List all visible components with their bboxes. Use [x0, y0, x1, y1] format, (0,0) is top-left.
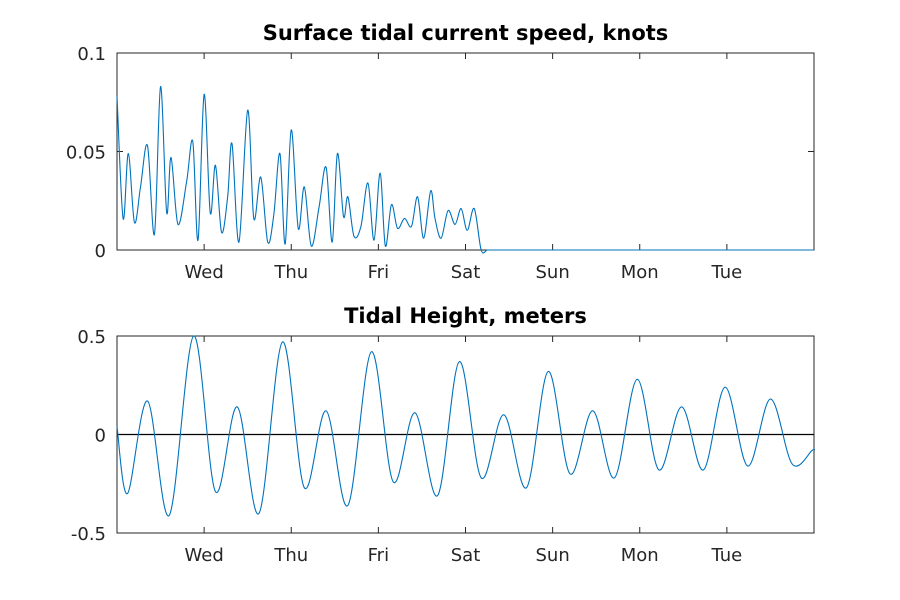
current-speed-panel: Surface tidal current speed, knots 0 0.05… [66, 21, 815, 283]
current-speed-y-tick-label: 0.05 [66, 143, 106, 164]
current-speed-title: Surface tidal current speed, knots [263, 21, 669, 45]
tidal-height-y-ticks: -0.5 0 0.5 [71, 327, 814, 545]
current-speed-y-ticks: 0 0.05 0.1 [66, 44, 814, 262]
tidal-height-x-tick-label: Thu [273, 545, 308, 566]
tidal-height-y-tick-label: 0.5 [77, 327, 106, 348]
current-speed-x-ticks: Wed Thu Fri Sat Sun Mon Tue [185, 53, 743, 283]
current-speed-x-tick-label: Mon [621, 262, 659, 283]
tidal-height-x-tick-label: Tue [711, 545, 743, 566]
tidal-height-x-tick-label: Fri [368, 545, 389, 566]
tidal-height-x-tick-label: Sat [451, 545, 481, 566]
tidal-height-x-tick-label: Mon [621, 545, 659, 566]
current-speed-plot-frame [116, 52, 815, 251]
tidal-height-title: Tidal Height, meters [344, 304, 587, 328]
tidal-height-y-tick-label: 0 [95, 426, 106, 447]
tidal-height-y-tick-label: -0.5 [71, 524, 106, 545]
current-speed-series-line [116, 85, 814, 254]
tidal-height-series-line [116, 335, 815, 516]
current-speed-x-tick-label: Fri [368, 262, 389, 283]
current-speed-x-tick-label: Tue [711, 262, 743, 283]
current-speed-y-tick-label: 0.1 [77, 44, 106, 65]
tidal-height-x-tick-label: Sun [536, 545, 570, 566]
current-speed-y-tick-label: 0 [95, 241, 106, 262]
current-speed-x-tick-label: Sat [451, 262, 481, 283]
tidal-height-x-ticks: Wed Thu Fri Sat Sun Mon Tue [185, 336, 743, 566]
tidal-height-x-tick-label: Wed [185, 545, 224, 566]
current-speed-x-tick-label: Wed [185, 262, 224, 283]
tidal-height-panel: Tidal Height, meters -0.5 0 0.5 Wed Thu Fri S… [71, 304, 815, 566]
current-speed-x-tick-label: Thu [273, 262, 308, 283]
current-speed-x-tick-label: Sun [536, 262, 570, 283]
